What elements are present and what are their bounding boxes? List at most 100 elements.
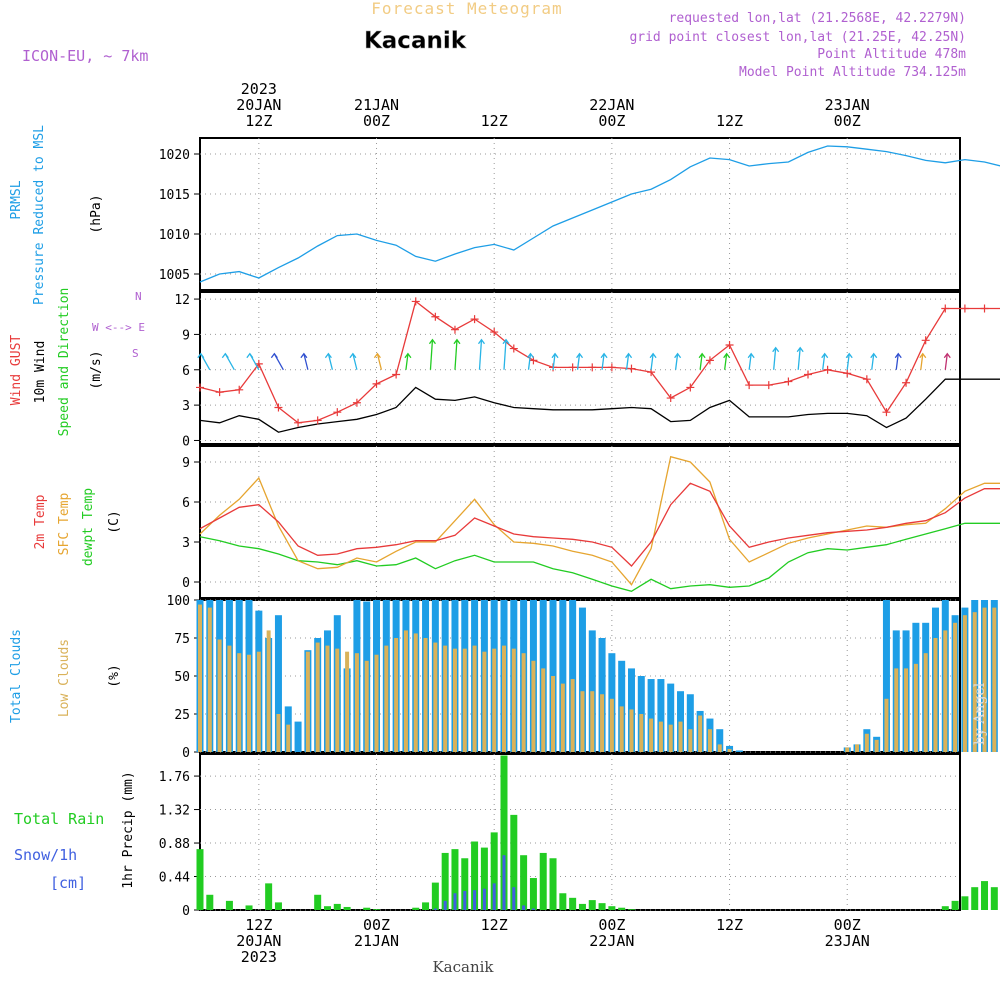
wind-arrow <box>405 353 409 370</box>
rain-bar <box>363 907 371 910</box>
low-cloud-bar <box>374 654 379 752</box>
low-cloud-bar <box>845 747 850 752</box>
low-cloud-bar <box>286 724 291 752</box>
rain-bar <box>588 900 596 910</box>
product-title: Forecast Meteogram <box>371 0 562 18</box>
wind-arrow <box>895 353 899 370</box>
low-cloud-bar <box>707 729 712 752</box>
gust-marker <box>411 297 420 306</box>
gust-marker <box>215 388 224 397</box>
low-cloud-bar <box>217 639 222 752</box>
low-cloud-bar <box>609 698 614 752</box>
total-cloud-bar <box>274 615 282 752</box>
wind-arrow-head <box>772 346 780 353</box>
total-cloud-bar <box>716 729 724 752</box>
rain-bar <box>245 905 253 910</box>
wind-gust-line <box>199 300 1000 424</box>
bottom-time-label: 00Z <box>598 916 625 934</box>
top-time-label: 22JAN <box>589 96 634 114</box>
direction-label: Speed and Direction <box>57 288 72 437</box>
wind-arrow-head <box>723 352 731 359</box>
rain-bar <box>480 847 488 910</box>
wind-arrow <box>650 353 654 370</box>
low-cloud-bar <box>639 714 644 752</box>
total-cloud-bar <box>686 694 694 752</box>
wind-arrow <box>846 353 850 370</box>
low-cloud-bar <box>649 718 654 752</box>
compass-south: S <box>132 347 139 360</box>
bottom-time-label: 00Z <box>363 916 390 934</box>
y-tick-label: 25 <box>174 708 190 723</box>
wind-arrow-head <box>674 352 682 359</box>
wind-arrow <box>454 339 458 370</box>
gust-marker <box>784 377 793 386</box>
rain-bar <box>333 903 341 910</box>
total-rain-label: Total Rain <box>14 810 104 828</box>
total-cloud-bar <box>647 679 655 752</box>
compass-north: N <box>135 290 142 303</box>
panel-frame <box>199 137 961 291</box>
y-tick-label: 6 <box>182 364 190 379</box>
gust-marker <box>470 315 479 324</box>
model-altitude: Model Point Altitude 734.125m <box>739 65 966 80</box>
y-tick-label: 3 <box>182 399 190 414</box>
y-tick-label: 1015 <box>159 188 190 203</box>
low-cloud-bar <box>452 648 457 752</box>
rain-bar <box>981 881 989 910</box>
gust-marker <box>666 394 675 403</box>
rain-bar <box>431 882 439 910</box>
top-time-label: 00Z <box>363 112 390 130</box>
wind-arrow-head <box>502 338 510 345</box>
gust-marker <box>607 363 616 372</box>
y-tick-label: 1.76 <box>159 770 190 785</box>
bottom-time-label: 12Z <box>481 916 508 934</box>
low-cloud-bar <box>727 748 732 752</box>
bottom-time-label: 20JAN <box>236 932 281 950</box>
wind-arrow <box>552 353 556 370</box>
y-tick-label: 9 <box>182 456 190 471</box>
wind-arrow-head <box>349 352 357 359</box>
y-tick-label: 3 <box>182 536 190 551</box>
dewpt-label: dewpt Temp <box>81 488 96 566</box>
y-tick-label: 0 <box>182 434 190 449</box>
wind-speed-line <box>199 378 1000 433</box>
low-cloud-bar <box>462 648 467 752</box>
wind-arrow <box>944 353 948 370</box>
wind-arrow-head <box>576 352 584 359</box>
wind-arrow <box>699 353 703 370</box>
low-cloud-bar <box>198 604 202 752</box>
total-clouds-label: Total Clouds <box>9 629 24 723</box>
low-cloud-bar <box>570 679 575 752</box>
wind-arrow <box>674 353 679 370</box>
gust-marker <box>294 418 303 427</box>
wind-arrow-head <box>649 352 657 359</box>
y-tick-label: 0 <box>182 576 190 591</box>
rain-bar <box>373 909 381 910</box>
total-cloud-bar <box>726 745 734 752</box>
gust-marker <box>804 370 812 379</box>
model-label: ICON-EU, ~ 7km <box>22 47 148 65</box>
low-cloud-bar <box>305 651 310 752</box>
low-cloud-bar <box>511 648 516 752</box>
wind-arrow-head <box>943 352 951 359</box>
gust-marker <box>274 403 283 412</box>
low-cloud-bar <box>502 645 506 752</box>
rain-bar <box>559 893 567 910</box>
gust-marker <box>902 378 911 387</box>
bottom-time-label: 00Z <box>834 916 861 934</box>
rain-bar <box>569 897 577 910</box>
snow-bar <box>463 890 467 910</box>
rain-bar <box>578 903 586 910</box>
rain-bar <box>206 894 214 910</box>
y-tick-label: 1005 <box>159 268 190 283</box>
low-cloud-bar <box>551 676 556 752</box>
t2m-label: 2m Temp <box>33 494 48 549</box>
low-cloud-bar <box>227 645 232 752</box>
wind-arrow-head <box>246 352 254 359</box>
rain-bar <box>422 902 430 910</box>
low-cloud-bar <box>423 638 428 752</box>
panel-frame <box>199 291 961 445</box>
rain-bar <box>529 878 537 910</box>
low-cloud-bar <box>590 691 595 752</box>
